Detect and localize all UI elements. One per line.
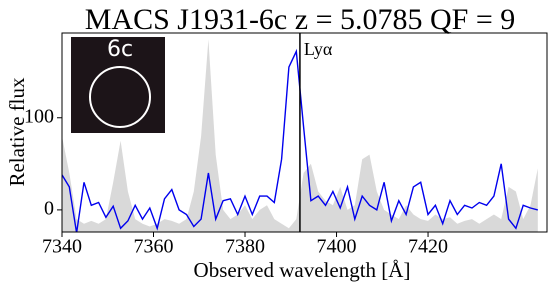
y-axis-label: Relative flux [5, 77, 29, 187]
x-tick-label: 7340 [42, 236, 82, 258]
y-tick-label: 0 [44, 197, 54, 219]
x-tick-label: 7400 [317, 236, 357, 258]
lya-label: Lyα [304, 39, 333, 59]
x-tick-label: 7360 [134, 236, 174, 258]
x-tick-label: 7420 [408, 236, 448, 258]
chart-title: MACS J1931-6c z = 5.0785 QF = 9 [85, 3, 516, 36]
inset: 6c [71, 37, 165, 133]
inset-label: 6c [107, 37, 133, 62]
inset-circle [89, 66, 151, 128]
x-tick-label: 7380 [225, 236, 265, 258]
axes-frame [61, 32, 548, 233]
inset-image [71, 37, 165, 133]
x-axis-label: Observed wavelength [Å] [194, 258, 411, 282]
y-tick-label: 100 [24, 105, 54, 127]
